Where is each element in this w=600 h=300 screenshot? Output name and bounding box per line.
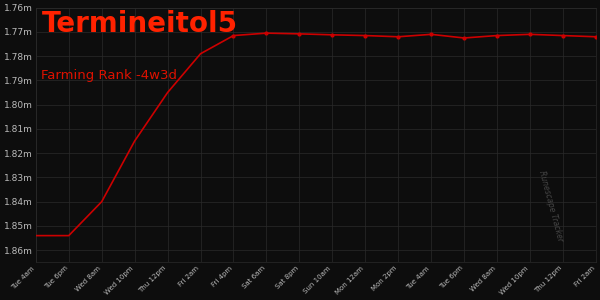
Text: Runescape Tracker: Runescape Tracker <box>537 170 565 243</box>
Text: Termineitol5: Termineitol5 <box>41 10 238 38</box>
Text: Farming Rank -4w3d: Farming Rank -4w3d <box>41 69 178 82</box>
